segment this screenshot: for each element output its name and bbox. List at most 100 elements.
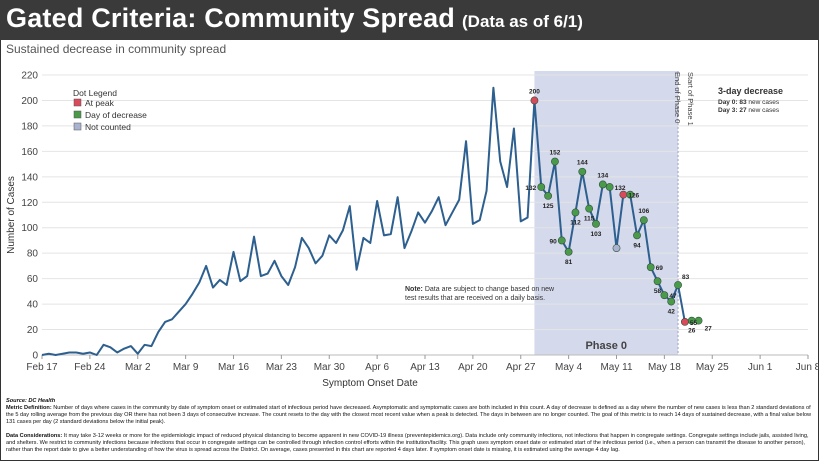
data-label: 132 <box>615 185 626 192</box>
data-label: 115 <box>584 216 595 223</box>
decrease-dot <box>578 167 587 176</box>
day3-line: Day 3: 27 new cases <box>718 107 780 114</box>
x-axis-label: Symptom Onset Date <box>322 378 418 389</box>
x-tick-label: Feb 24 <box>74 362 106 373</box>
decrease-dot <box>592 220 600 228</box>
title-bar: Gated Criteria: Community Spread (Data a… <box>0 0 819 40</box>
three-day-decrease-box: 3-day decrease Day 0: 83 new cases Day 3… <box>718 86 783 114</box>
y-tick-label: 0 <box>32 351 38 362</box>
decrease-dot <box>605 183 614 191</box>
end-phase0-annotation: End of Phase 0 <box>673 72 682 123</box>
note-label: Note: <box>405 286 423 293</box>
start-phase1-annotation: Start of Phase 1 <box>686 72 695 126</box>
decrease-dot <box>544 192 553 200</box>
x-tick-label: Apr 13 <box>410 362 440 373</box>
legend-swatch-decrease <box>73 110 82 119</box>
x-tick-label: Apr 20 <box>458 362 488 373</box>
phase0-label: Phase 0 <box>585 340 627 352</box>
x-tick-label: May 25 <box>696 362 729 373</box>
legend-title: Dot Legend <box>73 88 117 98</box>
data-label: 125 <box>543 203 554 210</box>
x-tick-label: Jun 8 <box>796 362 819 373</box>
y-axis: 0 20 40 60 80 100 120 140 160 180 200 220 <box>21 71 38 362</box>
y-tick-label: 100 <box>21 223 38 234</box>
decrease-dot <box>585 204 594 213</box>
day0-value: 83 <box>739 99 747 106</box>
data-label: 27 <box>705 326 713 333</box>
data-label: 69 <box>656 265 664 272</box>
not-counted-dot <box>612 244 621 252</box>
data-label: 42 <box>668 309 676 316</box>
footer-data-considerations: Data Considerations: It may take 3-12 we… <box>6 433 814 453</box>
decrease-dot <box>646 263 655 272</box>
data-date-note: (Data as of 6/1) <box>462 12 583 31</box>
legend-swatch-peak <box>73 98 82 107</box>
note-text-2: test results that are received on a dail… <box>405 295 545 302</box>
x-tick-label: Feb 17 <box>26 362 58 373</box>
data-label: 112 <box>570 219 581 226</box>
note-line-1: Note: Data are subject to change based o… <box>405 286 555 293</box>
data-label: 152 <box>550 150 561 157</box>
x-tick-label: Jun 1 <box>748 362 773 373</box>
y-tick-label: 60 <box>27 274 39 285</box>
footer-metric-definition: Metric Definition: Number of days where … <box>6 405 814 425</box>
day3-value: 27 <box>739 107 747 114</box>
x-tick-label: Mar 16 <box>218 362 250 373</box>
day0-suffix: new cases <box>748 99 779 106</box>
three-day-title: 3-day decrease <box>718 86 783 96</box>
x-tick-label: May 4 <box>555 362 583 373</box>
y-tick-label: 160 <box>21 147 38 158</box>
x-tick-label: Mar 9 <box>173 362 199 373</box>
decrease-dot <box>598 180 607 189</box>
day0-prefix: Day 0: <box>718 99 738 106</box>
day3-prefix: Day 3: <box>718 107 738 114</box>
data-label: 103 <box>591 231 602 238</box>
data-label: 106 <box>638 208 649 215</box>
x-tick-label: Mar 23 <box>266 362 298 373</box>
decrease-dot <box>571 208 580 217</box>
x-tick-label: Mar 2 <box>125 362 151 373</box>
phase0-band <box>534 71 679 355</box>
y-axis-label: Number of Cases <box>6 176 17 254</box>
data-label: 132 <box>525 185 536 192</box>
dc-label: Data Considerations: <box>6 433 63 439</box>
y-tick-label: 120 <box>21 198 38 209</box>
decrease-dot <box>653 277 662 286</box>
data-note: Note: Data are subject to change based o… <box>405 286 555 302</box>
data-label: 26 <box>688 328 696 335</box>
y-tick-label: 20 <box>27 325 39 336</box>
x-tick-label: Apr 6 <box>365 362 389 373</box>
decrease-dot <box>633 231 641 240</box>
data-label: 144 <box>577 160 588 167</box>
dot-legend: Dot Legend At peak Day of decrease Not c… <box>73 88 147 132</box>
y-tick-label: 220 <box>21 71 38 82</box>
footer-source: Source: DC Health <box>6 398 56 404</box>
data-label: 58 <box>654 288 662 295</box>
decrease-dot <box>564 248 573 256</box>
data-label: 94 <box>633 242 641 249</box>
decrease-dot <box>551 157 559 166</box>
legend-label-decrease: Day of decrease <box>85 110 147 120</box>
y-tick-label: 40 <box>27 300 39 311</box>
y-tick-label: 80 <box>27 249 39 260</box>
data-label: 200 <box>529 88 540 95</box>
legend-swatch-not-counted <box>73 122 82 131</box>
data-label: 126 <box>628 193 639 200</box>
chart-subtitle: Sustained decrease in community spread <box>6 42 227 56</box>
x-tick-label: May 18 <box>648 362 681 373</box>
legend-label-not-counted: Not counted <box>85 122 131 132</box>
y-tick-label: 140 <box>21 172 38 183</box>
x-axis: Feb 17 Feb 24 Mar 2 Mar 9 Mar 16 Mar 23 Mar 30… <box>26 354 819 373</box>
x-tick-label: Mar 30 <box>314 362 346 373</box>
metric-label: Metric Definition: <box>6 405 52 411</box>
data-label: 83 <box>682 274 690 281</box>
decrease-dot <box>537 183 546 191</box>
peak-dot <box>619 190 628 199</box>
decrease-dot <box>674 281 682 289</box>
data-label: 55 <box>690 320 698 327</box>
decrease-dot <box>557 236 566 245</box>
data-label: 134 <box>597 172 608 179</box>
decrease-dot <box>667 297 676 306</box>
data-label: 81 <box>565 259 573 266</box>
